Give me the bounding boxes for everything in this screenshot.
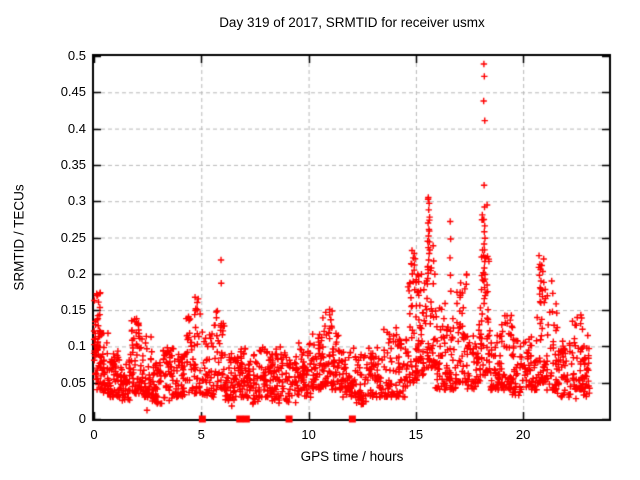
- y-tick-label: 0.1: [67, 338, 86, 354]
- x-axis-label: GPS time / hours: [300, 449, 404, 464]
- y-axis-label: SRMTID / TECUs: [11, 184, 27, 291]
- y-tick-label: 0.5: [67, 48, 86, 63]
- y-tick-label: 0.2: [67, 265, 86, 281]
- x-tick-label: 5: [197, 427, 205, 442]
- y-tick-label: 0: [78, 411, 86, 426]
- y-tick-label: 0.05: [60, 374, 86, 390]
- y-tick-label: 0.4: [67, 120, 86, 136]
- y-tick-label: 0.3: [67, 193, 86, 209]
- y-tick-label: 0.15: [60, 302, 86, 318]
- x-tick-label: 10: [301, 427, 316, 442]
- x-tick-label: 20: [515, 427, 531, 442]
- y-tick-label: 0.35: [60, 156, 86, 172]
- x-tick-label: 0: [90, 427, 98, 442]
- y-tick-label: 0.25: [60, 229, 86, 245]
- x-tick-label: 15: [408, 427, 424, 442]
- chart-title: Day 319 of 2017, SRMTID for receiver usm…: [219, 15, 485, 30]
- y-tick-label: 0.45: [60, 84, 86, 100]
